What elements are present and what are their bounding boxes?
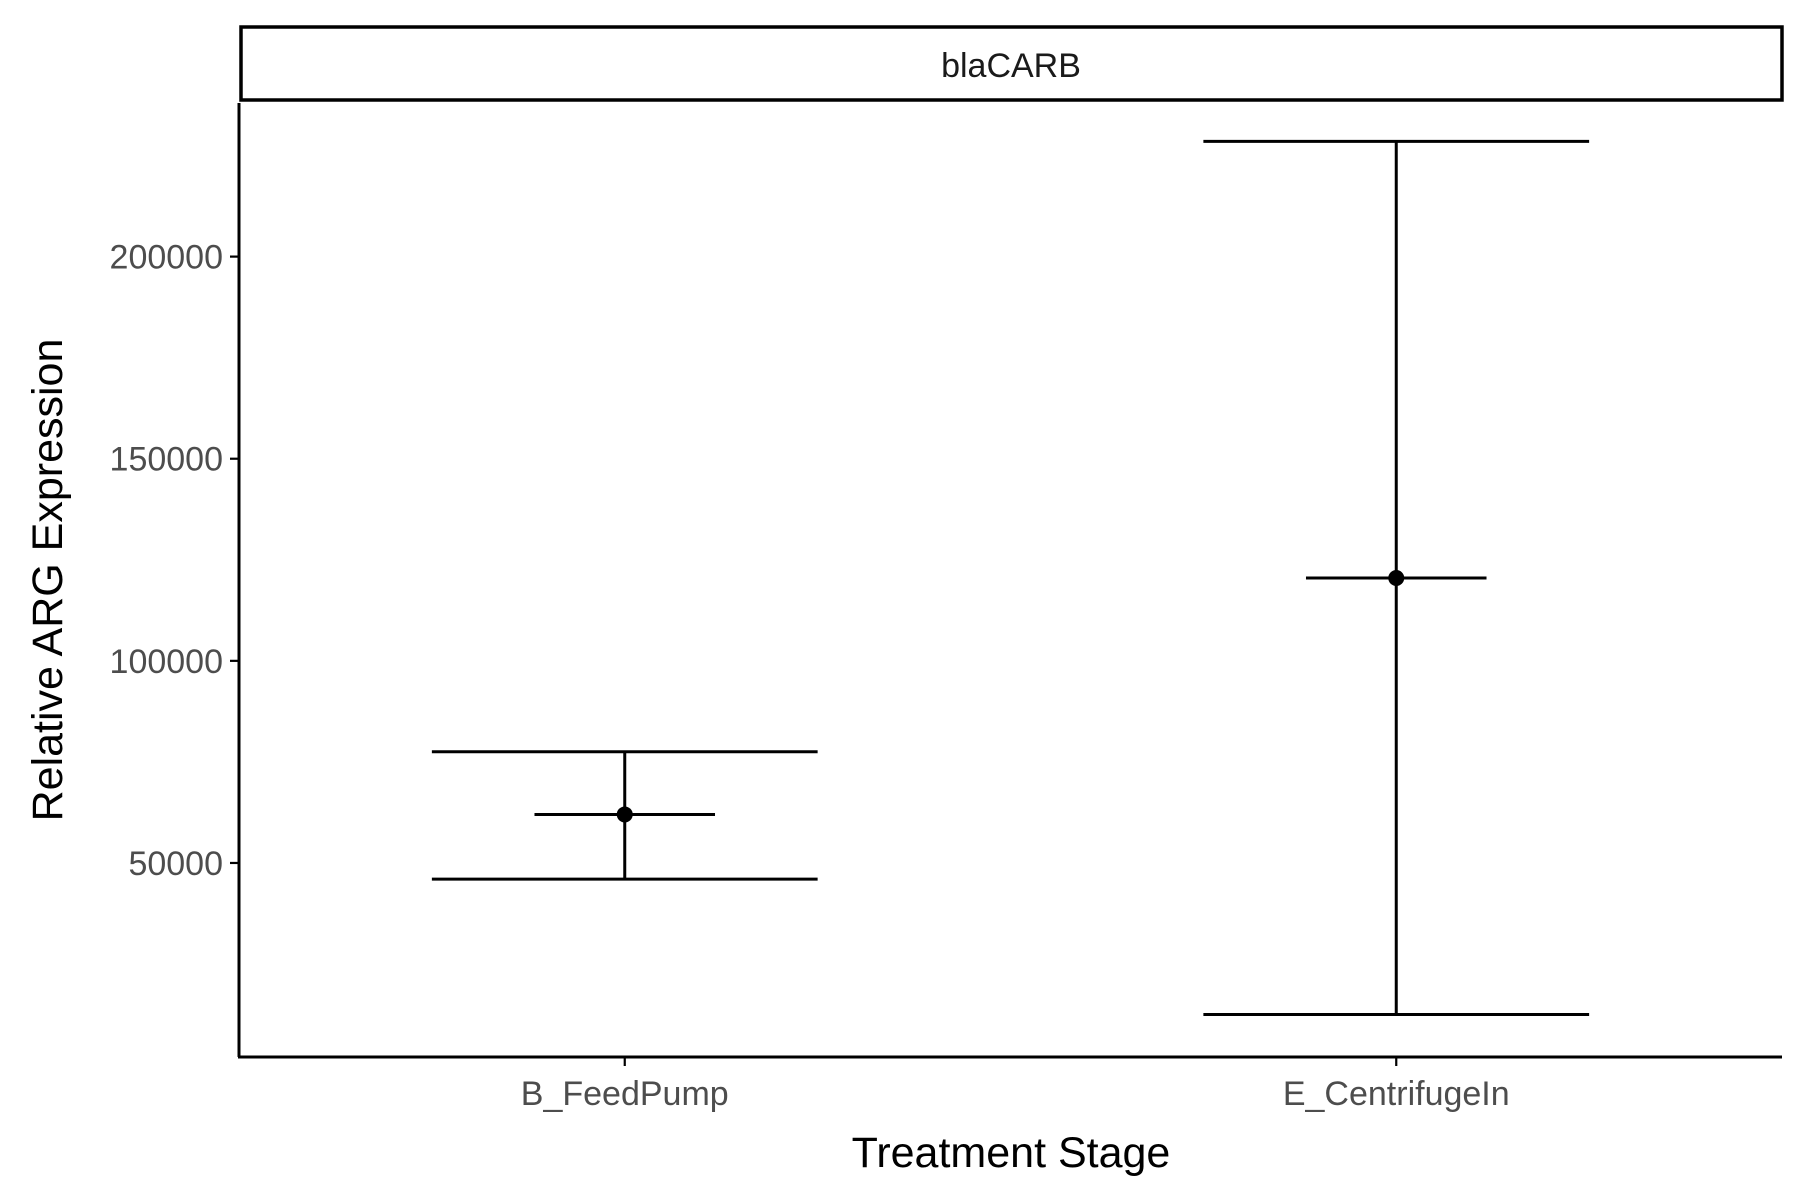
y-tick-label: 200000 [110, 239, 223, 277]
x-tick-label: E_CentrifugeIn [1283, 1075, 1510, 1113]
y-tick-label: 50000 [128, 845, 223, 883]
y-axis-title: Relative ARG Expression [24, 339, 72, 822]
y-tick-label: 100000 [110, 643, 223, 681]
y-axis-ticks: 50000 100000 150000 200000 [110, 239, 239, 883]
mean-point [1388, 569, 1405, 586]
facet-strip-box [239, 25, 1784, 102]
x-tick-label: B_FeedPump [521, 1075, 729, 1113]
x-axis-title: Treatment Stage [852, 1129, 1171, 1177]
plot-area [431, 139, 1590, 1017]
facet-strip: blaCARB [239, 25, 1784, 102]
x-axis-ticks: B_FeedPump E_CentrifugeIn [521, 1057, 1510, 1113]
error-bar-group [431, 750, 818, 881]
mean-point [616, 806, 633, 823]
facet-strip-label: blaCARB [941, 47, 1081, 85]
error-bar-group [1203, 139, 1590, 1017]
y-tick-label: 150000 [110, 441, 223, 479]
